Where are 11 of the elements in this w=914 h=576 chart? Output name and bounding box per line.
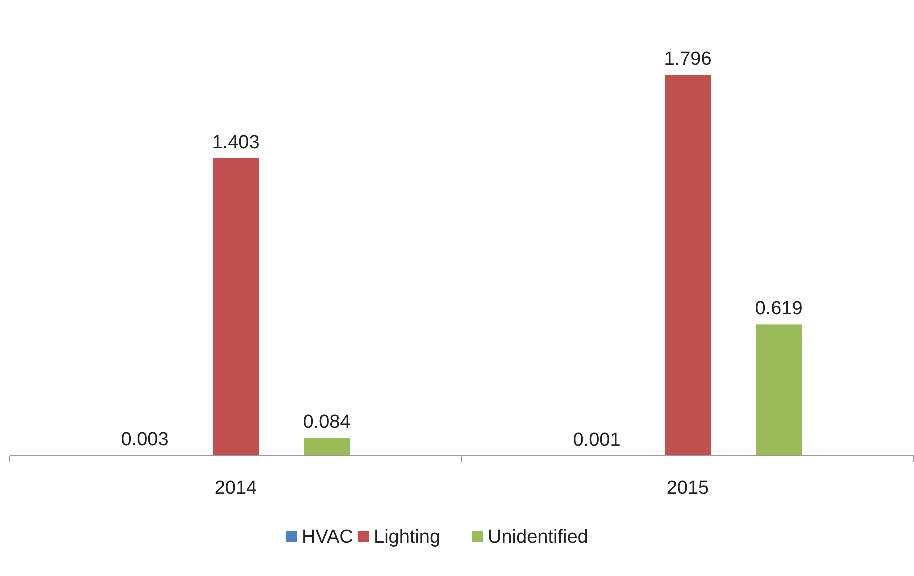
data-label: 1.403 (212, 132, 260, 154)
data-label: 1.796 (664, 49, 712, 70)
legend-label: HVAC (302, 527, 354, 548)
legend-label: Lighting (374, 527, 441, 548)
x-tick-label: 2014 (214, 478, 258, 499)
data-label: 0.084 (303, 412, 352, 434)
data-label: 0.001 (573, 430, 621, 451)
data-label: 0.619 (755, 298, 803, 320)
legend-label: Unidentified (488, 527, 588, 548)
data-label: 0.003 (121, 429, 169, 450)
x-tick-label: 2015 (666, 478, 710, 499)
